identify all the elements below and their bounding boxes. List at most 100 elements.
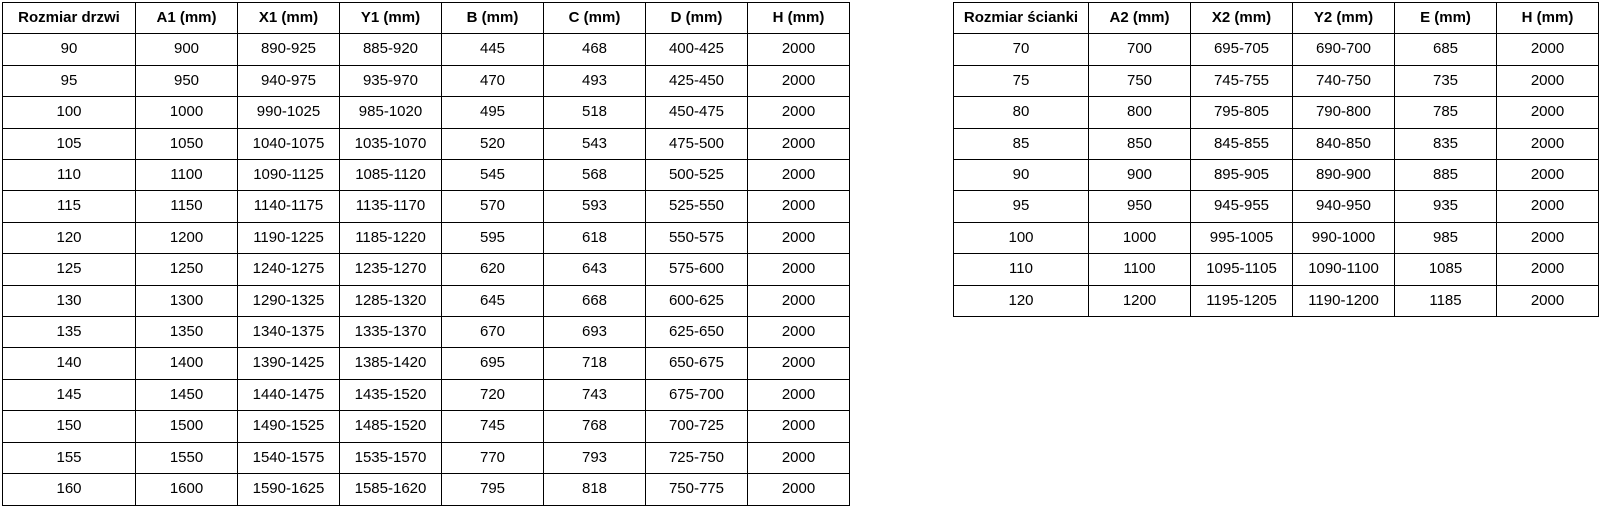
table-cell: 2000 xyxy=(747,221,850,255)
table-row: 100 1000 990-1025 985-1020 495 518 450-475 2000 xyxy=(2,96,850,129)
table-row: 95 950 945-955 940-950 935 2000 xyxy=(953,190,1599,223)
column-header: A1 (mm) xyxy=(135,1,238,35)
table-cell: 518 xyxy=(543,96,646,129)
table-cell: 1440-1475 xyxy=(237,378,340,412)
table-row: 135 1350 1340-1375 1335-1370 670 693 625-650 20… xyxy=(2,316,850,349)
table-cell: 1100 xyxy=(1088,253,1191,286)
table-cell: 785 xyxy=(1394,96,1497,129)
table-cell: 695-705 xyxy=(1190,33,1293,66)
table-cell: 2000 xyxy=(1496,127,1599,161)
table-cell: 145 xyxy=(2,378,136,412)
table-cell: 1550 xyxy=(135,441,238,475)
table-cell: 570 xyxy=(441,190,544,223)
wall-panel-sizes-table: Rozmiar ścianki A2 (mm) X2 (mm) Y2 (mm) E (m… xyxy=(953,1,1599,318)
table-cell: 985-1020 xyxy=(339,96,442,129)
table-cell: 800 xyxy=(1088,96,1191,129)
table-cell: 625-650 xyxy=(645,316,748,349)
table-cell: 1000 xyxy=(135,96,238,129)
table-cell: 670 xyxy=(441,316,544,349)
table-cell: 80 xyxy=(953,96,1089,129)
table-cell: 885-920 xyxy=(339,33,442,66)
table-cell: 2000 xyxy=(747,284,850,318)
table-cell: 618 xyxy=(543,221,646,255)
table-cell: 2000 xyxy=(747,96,850,129)
table-cell: 95 xyxy=(2,64,136,98)
table-cell: 445 xyxy=(441,33,544,66)
table-cell: 495 xyxy=(441,96,544,129)
column-header: Y2 (mm) xyxy=(1292,1,1395,35)
column-header: H (mm) xyxy=(1496,1,1599,35)
table-cell: 1150 xyxy=(135,190,238,223)
table-cell: 690-700 xyxy=(1292,33,1395,66)
table-cell: 995-1005 xyxy=(1190,221,1293,255)
table-cell: 575-600 xyxy=(645,253,748,286)
table-row: 145 1450 1440-1475 1435-1520 720 743 675-700 20… xyxy=(2,378,850,412)
table-cell: 95 xyxy=(953,190,1089,223)
table-row: 85 850 845-855 840-850 835 2000 xyxy=(953,127,1599,161)
table-cell: 468 xyxy=(543,33,646,66)
column-header: X2 (mm) xyxy=(1190,1,1293,35)
table-cell: 130 xyxy=(2,284,136,318)
table-cell: 493 xyxy=(543,64,646,98)
table-cell: 793 xyxy=(543,441,646,475)
table-cell: 75 xyxy=(953,64,1089,98)
table-cell: 1450 xyxy=(135,378,238,412)
table-cell: 950 xyxy=(135,64,238,98)
table-cell: 1385-1420 xyxy=(339,347,442,380)
table-cell: 740-750 xyxy=(1292,64,1395,98)
table-cell: 1485-1520 xyxy=(339,410,442,443)
table-row: 90 900 895-905 890-900 885 2000 xyxy=(953,159,1599,192)
table-cell: 2000 xyxy=(1496,64,1599,98)
table-row: 100 1000 995-1005 990-1000 985 2000 xyxy=(953,221,1599,255)
table-row: 110 1100 1090-1125 1085-1120 545 568 500-525 20… xyxy=(2,159,850,192)
table-cell: 1000 xyxy=(1088,221,1191,255)
door-sizes-table: Rozmiar drzwi A1 (mm) X1 (mm) Y1 (mm) B (mm)… xyxy=(2,1,850,506)
table-cell: 890-925 xyxy=(237,33,340,66)
table-cell: 85 xyxy=(953,127,1089,161)
table-cell: 985 xyxy=(1394,221,1497,255)
table-cell: 115 xyxy=(2,190,136,223)
table-cell: 135 xyxy=(2,316,136,349)
table-cell: 2000 xyxy=(1496,159,1599,192)
table-cell: 768 xyxy=(543,410,646,443)
table-row: 120 1200 1195-1205 1190-1200 1185 2000 xyxy=(953,284,1599,318)
table-cell: 2000 xyxy=(747,159,850,192)
column-header: Y1 (mm) xyxy=(339,1,442,35)
column-header: D (mm) xyxy=(645,1,748,35)
table-cell: 1290-1325 xyxy=(237,284,340,318)
table-cell: 1435-1520 xyxy=(339,378,442,412)
table-cell: 1135-1170 xyxy=(339,190,442,223)
table-cell: 1185 xyxy=(1394,284,1497,318)
table-cell: 1285-1320 xyxy=(339,284,442,318)
table-cell: 2000 xyxy=(1496,190,1599,223)
table-cell: 2000 xyxy=(747,410,850,443)
table-cell: 1095-1105 xyxy=(1190,253,1293,286)
table-cell: 90 xyxy=(953,159,1089,192)
table-cell: 150 xyxy=(2,410,136,443)
table-cell: 990-1000 xyxy=(1292,221,1395,255)
header-row: Rozmiar ścianki A2 (mm) X2 (mm) Y2 (mm) E (m… xyxy=(953,1,1599,35)
table-cell: 105 xyxy=(2,127,136,161)
column-header: Rozmiar drzwi xyxy=(2,1,136,35)
table-cell: 1190-1225 xyxy=(237,221,340,255)
table-cell: 1200 xyxy=(1088,284,1191,318)
table-cell: 160 xyxy=(2,473,136,506)
table-cell: 1500 xyxy=(135,410,238,443)
table-cell: 940-975 xyxy=(237,64,340,98)
column-header: B (mm) xyxy=(441,1,544,35)
table-cell: 700 xyxy=(1088,33,1191,66)
table-cell: 720 xyxy=(441,378,544,412)
table-cell: 840-850 xyxy=(1292,127,1395,161)
table-cell: 125 xyxy=(2,253,136,286)
table-cell: 1350 xyxy=(135,316,238,349)
table-cell: 1540-1575 xyxy=(237,441,340,475)
table-cell: 1600 xyxy=(135,473,238,506)
table-row: 160 1600 1590-1625 1585-1620 795 818 750-775 20… xyxy=(2,473,850,506)
table-cell: 850 xyxy=(1088,127,1191,161)
table-cell: 1300 xyxy=(135,284,238,318)
table-cell: 1100 xyxy=(135,159,238,192)
table-cell: 550-575 xyxy=(645,221,748,255)
table-cell: 650-675 xyxy=(645,347,748,380)
table-row: 125 1250 1240-1275 1235-1270 620 643 575-600 20… xyxy=(2,253,850,286)
table-cell: 643 xyxy=(543,253,646,286)
